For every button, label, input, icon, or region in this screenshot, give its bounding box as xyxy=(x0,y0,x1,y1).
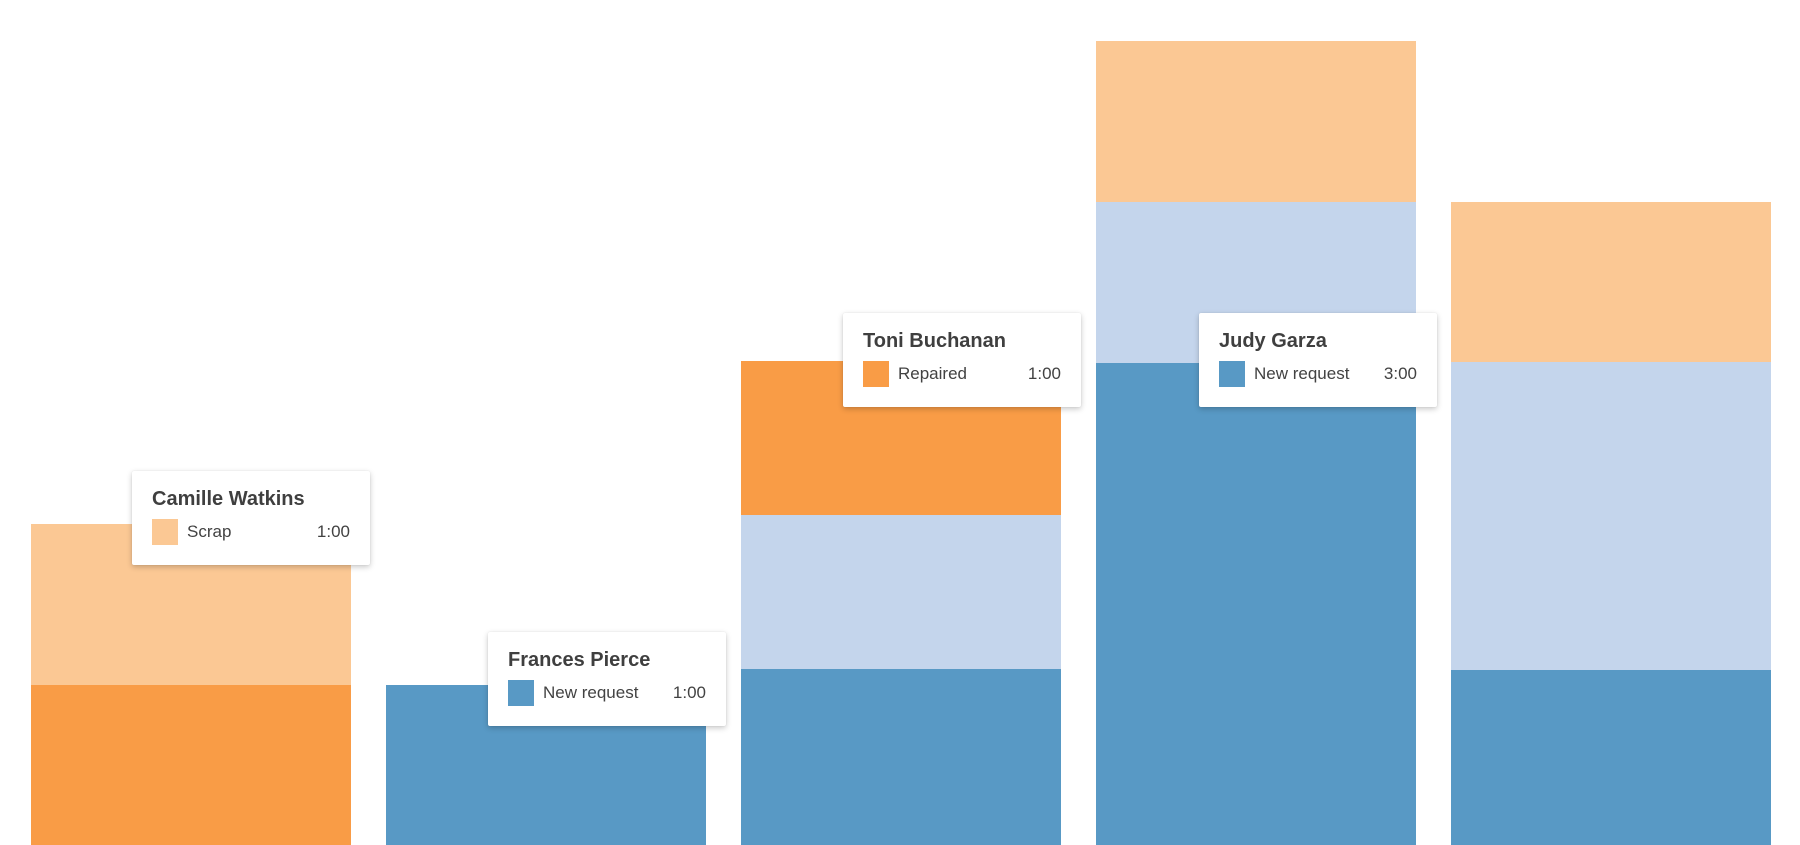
tooltip-status-label: Repaired xyxy=(898,364,967,383)
status-color-swatch xyxy=(508,680,534,706)
status-color-swatch xyxy=(863,361,889,387)
status-color-swatch xyxy=(1219,361,1245,387)
bar-segment-blue[interactable] xyxy=(741,669,1061,845)
tooltip-person-name: Camille Watkins xyxy=(152,488,305,510)
tooltip-person-name: Toni Buchanan xyxy=(863,330,1006,352)
tooltip-status-label: New request xyxy=(543,683,639,702)
tooltip-status-label: New request xyxy=(1254,364,1350,383)
bar-segment-blue[interactable] xyxy=(1096,363,1416,845)
tooltip-status-row: Repaired 1:00 xyxy=(863,361,1061,387)
tooltip-status-row: New request 1:00 xyxy=(508,680,706,706)
bar-segment-light-orange[interactable] xyxy=(1451,202,1771,362)
bar-segment-light-blue[interactable] xyxy=(1451,362,1771,670)
tooltip-toni-buchanan: Toni Buchanan Repaired 1:00 xyxy=(843,313,1081,407)
tooltip-duration-value: 1:00 xyxy=(1027,364,1061,383)
bar-column-camille-watkins xyxy=(31,524,351,845)
tooltip-frances-pierce: Frances Pierce New request 1:00 xyxy=(488,632,726,726)
bar-column xyxy=(1451,202,1771,845)
tooltip-duration-value: 1:00 xyxy=(672,683,706,702)
tooltip-person-name: Frances Pierce xyxy=(508,649,651,671)
tooltip-camille-watkins: Camille Watkins Scrap 1:00 xyxy=(132,471,370,565)
tooltip-status-row: Scrap 1:00 xyxy=(152,519,350,545)
tooltip-duration-value: 1:00 xyxy=(316,522,350,541)
bar-column-judy-garza xyxy=(1096,41,1416,845)
bar-segment-light-orange[interactable] xyxy=(1096,41,1416,202)
bar-segment-blue[interactable] xyxy=(1451,670,1771,845)
tooltip-judy-garza: Judy Garza New request 3:00 xyxy=(1199,313,1437,407)
bar-segment-light-blue[interactable] xyxy=(741,515,1061,669)
tooltip-status-label: Scrap xyxy=(187,522,232,541)
status-color-swatch xyxy=(152,519,178,545)
bar-segment-orange[interactable] xyxy=(31,685,351,845)
tooltip-status-row: New request 3:00 xyxy=(1219,361,1417,387)
tooltip-duration-value: 3:00 xyxy=(1383,364,1417,383)
bar-column-toni-buchanan xyxy=(741,361,1061,845)
tooltip-person-name: Judy Garza xyxy=(1219,330,1327,352)
